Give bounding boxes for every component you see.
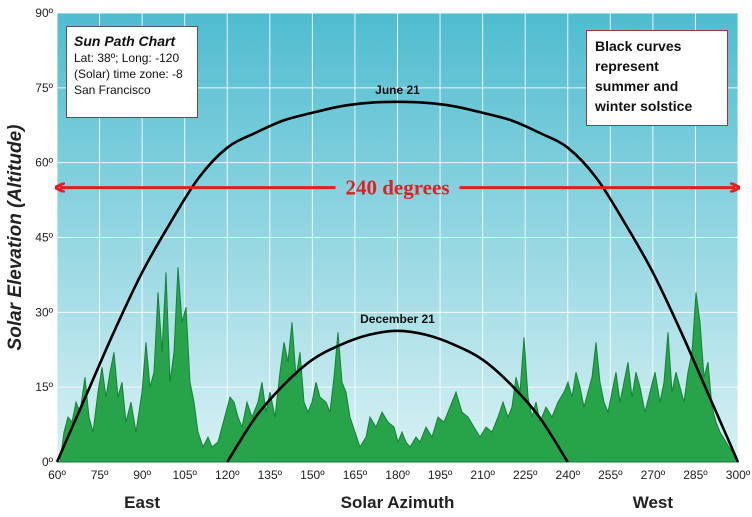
x-axis-label: Solar Azimuth <box>341 493 455 512</box>
x-tick-label: 270º <box>641 468 666 482</box>
note-line-1: Black curves <box>595 38 682 54</box>
y-tick-label: 75º <box>35 81 53 95</box>
x-tick-label: 165º <box>343 468 368 482</box>
y-tick-label: 0º <box>42 455 54 469</box>
y-tick-label: 60º <box>35 156 53 170</box>
x-tick-label: 240º <box>556 468 581 482</box>
x-tick-label: 90º <box>133 468 151 482</box>
series-label-december-21: December 21 <box>360 312 435 326</box>
y-tick-label: 90º <box>35 6 53 20</box>
chart-title: Sun Path Chart <box>74 33 176 49</box>
tree-silhouette <box>57 267 739 463</box>
x-tick-label: 285º <box>683 468 708 482</box>
y-tick-label: 45º <box>35 231 53 245</box>
info-time-zone: (Solar) time zone: -8 <box>74 67 183 81</box>
x-tick-label: 120º <box>215 468 240 482</box>
series-label-june-21: June 21 <box>375 83 420 97</box>
solstice-note-box: Black curves represent summer and winter… <box>586 30 728 126</box>
x-tick-label: 60º <box>48 468 66 482</box>
x-tick-label: 150º <box>300 468 325 482</box>
sun-path-curves: June 21 December 21 <box>55 83 740 463</box>
info-location: San Francisco <box>74 83 151 97</box>
east-label: East <box>124 493 160 512</box>
series-line-june-21 <box>55 100 740 463</box>
y-axis-label: Solar Elevation (Altitude) <box>5 125 26 351</box>
x-tick-label: 300º <box>726 468 751 482</box>
x-tick-label: 105º <box>172 468 197 482</box>
x-tick-label: 255º <box>598 468 623 482</box>
x-tick-label: 180º <box>385 468 410 482</box>
y-tick-labels: 0º 15º 30º 45º 60º 75º 90º <box>35 6 53 469</box>
x-tick-labels: 60º 75º 90º 105º 120º 135º 150º 165º 180º 195º 210… <box>48 468 751 482</box>
y-tick-label: 15º <box>35 380 53 394</box>
note-line-2: represent <box>595 58 659 74</box>
x-tick-label: 75º <box>91 468 109 482</box>
series-line-december-21 <box>226 329 569 463</box>
y-tick-label: 30º <box>35 305 53 319</box>
x-tick-label: 195º <box>428 468 453 482</box>
west-label: West <box>633 493 674 512</box>
span-annotation: 240 degrees <box>60 176 735 200</box>
x-tick-label: 225º <box>513 468 538 482</box>
x-tick-label: 210º <box>470 468 495 482</box>
note-line-4: winter solstice <box>595 98 693 114</box>
note-line-3: summer and <box>595 78 679 94</box>
span-label: 240 degrees <box>345 176 449 200</box>
info-coordinates: Lat: 38º; Long: -120 <box>74 51 180 65</box>
chart-info-box: Sun Path Chart Lat: 38º; Long: -120 (Sol… <box>66 26 198 118</box>
x-tick-label: 135º <box>258 468 283 482</box>
